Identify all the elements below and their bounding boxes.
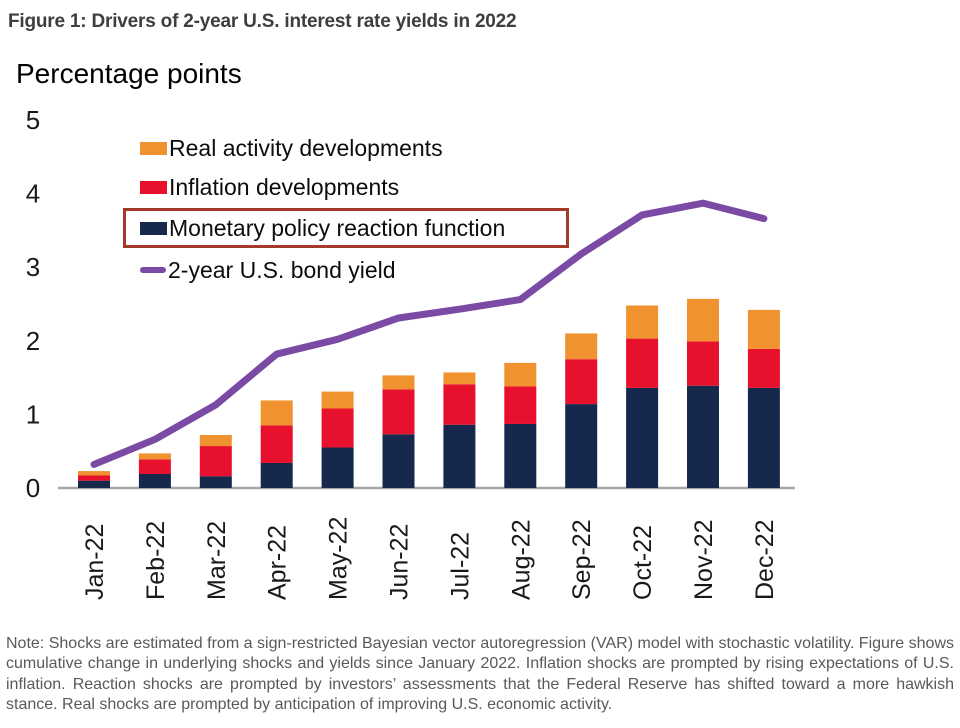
- x-tick-label: Dec-22: [751, 519, 779, 600]
- bar-segment: [260, 400, 293, 426]
- x-tick-label: Jan-22: [81, 524, 109, 600]
- bar-segment: [626, 338, 659, 388]
- bar-segment: [565, 404, 598, 488]
- bar-segment: [199, 435, 232, 447]
- purple-line-swatch-icon: [140, 267, 166, 273]
- bar-segment: [747, 309, 780, 349]
- bar-segment: [382, 375, 415, 390]
- legend-label: Monetary policy reaction function: [169, 214, 506, 241]
- x-tick-label: Oct-22: [629, 525, 657, 600]
- y-tick-label: 1: [26, 399, 40, 429]
- bar-segment: [382, 434, 415, 488]
- legend-item-bond-yield: 2-year U.S. bond yield: [123, 255, 569, 285]
- bar-segment: [321, 447, 354, 488]
- bar-segment: [687, 298, 719, 342]
- bar-segment: [78, 480, 110, 488]
- y-tick-label: 4: [26, 179, 40, 209]
- legend-item-inflation: Inflation developments: [123, 172, 569, 202]
- bar-segment: [504, 362, 537, 387]
- bar-segment: [199, 476, 232, 488]
- bar-segment: [260, 462, 293, 488]
- bar-segment: [504, 423, 537, 488]
- y-axis-title: Percentage points: [16, 58, 242, 89]
- bar-segment: [260, 425, 293, 463]
- x-tick-label: Apr-22: [264, 525, 292, 600]
- x-tick-label: Aug-22: [507, 519, 535, 600]
- bar-segment: [321, 408, 354, 448]
- y-tick-label: 2: [26, 326, 40, 356]
- legend-item-real-activity: Real activity developments: [123, 133, 569, 163]
- figure-title: Figure 1: Drivers of 2-year U.S. interes…: [8, 11, 517, 32]
- bar-segment: [565, 333, 598, 360]
- red-swatch-icon: [140, 180, 167, 194]
- bar-segment: [687, 341, 719, 386]
- bar-segment: [626, 305, 659, 339]
- bar-segment: [747, 348, 780, 388]
- y-tick-label: 0: [26, 473, 40, 503]
- bar-segment: [626, 387, 659, 488]
- bar-segment: [687, 385, 719, 488]
- bar-segment: [138, 474, 171, 488]
- y-tick-label: 5: [26, 105, 40, 135]
- x-tick-label: Jun-22: [386, 524, 414, 600]
- x-tick-label: Sep-22: [568, 519, 596, 600]
- x-tick-label: Jul-22: [446, 532, 474, 600]
- navy-swatch-icon: [140, 221, 167, 235]
- x-tick-label: Mar-22: [203, 521, 231, 600]
- legend-label: 2-year U.S. bond yield: [168, 256, 396, 283]
- bar-segment: [443, 372, 476, 385]
- bar-segment: [443, 384, 476, 425]
- bar-segment: [747, 387, 780, 488]
- legend-label: Inflation developments: [169, 173, 400, 200]
- bar-segment: [565, 359, 598, 405]
- x-tick-label: Feb-22: [142, 521, 170, 600]
- x-tick-label: May-22: [325, 517, 353, 600]
- footnote: Note: Shocks are estimated from a sign-r…: [6, 635, 954, 714]
- chart-canvas: 5 4 3 2 1 0 Jan-22 Feb-22 Mar-22 Apr-22 May-22 Jun-…: [26, 105, 795, 600]
- bar-segment: [382, 389, 415, 435]
- bar-segment: [138, 453, 171, 460]
- bar-segment: [78, 475, 110, 481]
- chart-legend: Real activity developments Inflation dev…: [123, 133, 569, 294]
- x-tick-label: Nov-22: [690, 519, 718, 600]
- orange-swatch-icon: [140, 141, 167, 155]
- bar-segment: [443, 424, 476, 488]
- legend-item-monetary-policy-highlighted: Monetary policy reaction function: [123, 208, 569, 248]
- bar-segment: [321, 391, 354, 409]
- bar-segment: [199, 446, 232, 477]
- bar-segment: [138, 459, 171, 475]
- bar-segment: [78, 471, 110, 476]
- bar-segment: [504, 386, 537, 424]
- legend-label: Real activity developments: [169, 134, 443, 161]
- y-tick-label: 3: [26, 252, 40, 282]
- yield-line: [90, 199, 768, 468]
